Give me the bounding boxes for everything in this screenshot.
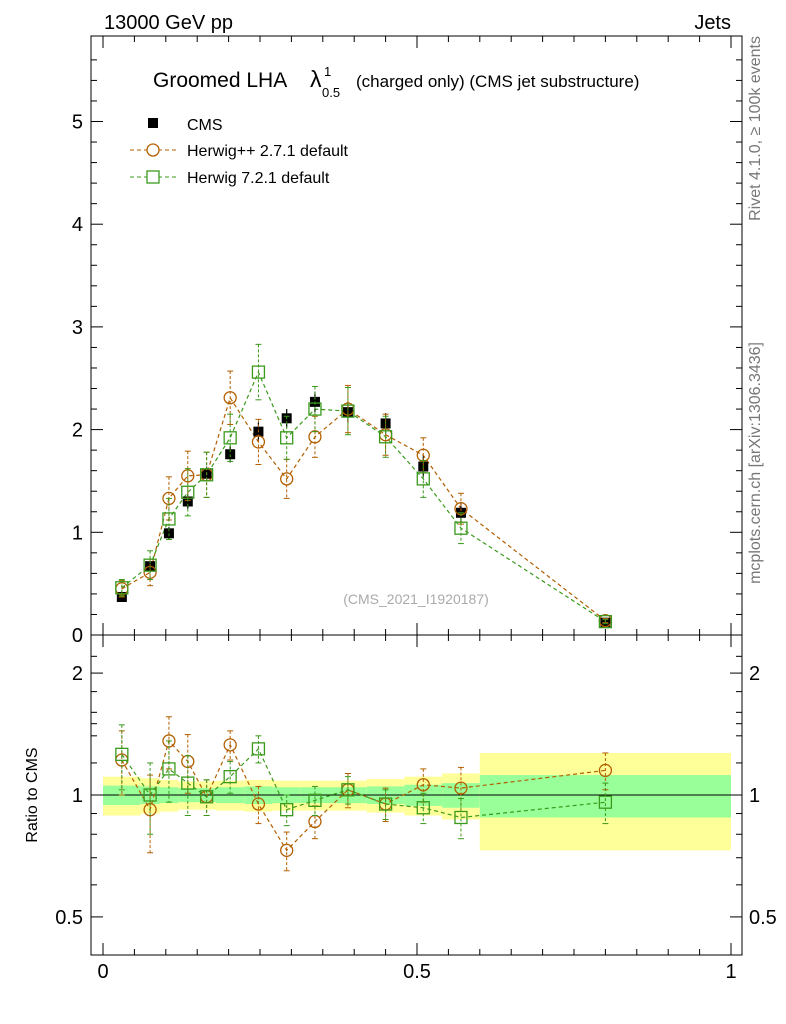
series-line-herwig7	[121, 370, 606, 623]
ratio-herwig7-point	[341, 783, 355, 797]
main-ytick-label: 1	[72, 522, 83, 544]
ratio-herwig7-point	[251, 742, 266, 756]
ratio-herwigpp-point	[416, 778, 430, 792]
xtick-label: 0.5	[403, 961, 431, 983]
main-ytick-label: 2	[72, 420, 83, 442]
ratio-herwig7-point	[280, 803, 294, 817]
herwig7-point	[280, 431, 294, 445]
title-rest: (charged only) (CMS jet substructure)	[356, 72, 639, 91]
main-ytick-label: 0	[72, 625, 83, 647]
legend-label-cms: CMS	[187, 117, 223, 134]
ratio-herwig7-point	[181, 776, 195, 790]
ratio-herwig7-point	[598, 795, 613, 809]
ratio-herwigpp-point	[280, 843, 294, 858]
herwig7-point	[308, 402, 322, 416]
herwigpp-point	[280, 472, 294, 486]
herwig7-point	[416, 472, 430, 486]
ratio-plot-series	[115, 716, 613, 872]
ratio-ytick-label: 0.5	[55, 907, 83, 929]
herwig7-point	[115, 581, 129, 595]
herwig7-point	[162, 512, 176, 526]
ratio-ytick-label: 1	[72, 785, 83, 807]
main-ytick-label: 5	[72, 112, 83, 134]
legend-marker-herwigpp	[146, 143, 160, 157]
series-line-herwigpp	[121, 396, 606, 622]
title-superscript: 1	[324, 64, 331, 79]
legend-marker-cms	[148, 118, 158, 128]
herwig7-point	[598, 614, 613, 629]
ratio-ytick-label: 2	[749, 663, 760, 685]
legend: CMS Herwig++ 2.7.1 default Herwig 7.2.1 …	[130, 117, 349, 187]
rivet-label: Rivet 4.1.0, ≥ 100k events	[747, 36, 764, 221]
header-left: 13000 GeV pp	[104, 12, 233, 34]
herwig7-point	[181, 485, 195, 499]
title-main: Groomed LHA	[153, 69, 287, 92]
title-lambda: λ	[310, 66, 322, 92]
xtick-label: 0	[97, 961, 108, 983]
herwig7-point	[454, 521, 468, 535]
plot-title: Groomed LHA λ 1 0.5 (charged only) (CMS …	[153, 64, 639, 100]
ratio-herwig7-point	[223, 769, 237, 784]
ratio-herwig7-point	[199, 790, 214, 804]
ratio-herwig7-point	[162, 762, 176, 776]
legend-label-herwig7: Herwig 7.2.1 default	[187, 170, 330, 187]
herwigpp-point	[308, 430, 322, 444]
main-ytick-label: 4	[72, 214, 83, 236]
ratio-herwig7-point	[115, 747, 129, 761]
ratio-herwig7-point	[308, 793, 322, 808]
legend-marker-herwig7	[146, 170, 160, 184]
mcplots-label: mcplots.cern.ch [arXiv:1306.3436]	[747, 342, 764, 584]
ratio-ytick-label: 1	[749, 785, 760, 807]
legend-label-herwigpp: Herwig++ 2.7.1 default	[187, 143, 349, 160]
ratio-herwigpp-point	[251, 797, 266, 811]
title-subscript: 0.5	[322, 85, 340, 100]
ratio-herwig7-point	[454, 810, 468, 825]
herwig7-point	[223, 431, 237, 445]
analysis-tag: (CMS_2021_I1920187)	[343, 591, 489, 607]
herwig7-point	[199, 468, 214, 482]
header-right: Jets	[694, 12, 731, 34]
ratio-ytick-label: 0.5	[749, 907, 777, 929]
ratio-ytick-label: 2	[72, 663, 83, 685]
axis-ticks: 0 1 2 3 4 5 0.5 0.5 1 1 2 2 0 0.5 1	[55, 36, 777, 983]
herwig7-point	[378, 430, 393, 444]
ratio-herwigpp-point	[598, 763, 613, 778]
ratio-herwigpp-point	[223, 738, 237, 752]
ratio-ylabel: Ratio to CMS	[24, 747, 41, 842]
herwig7-point	[143, 558, 157, 572]
ratio-herwig7-point	[416, 801, 430, 815]
herwig7-point	[341, 404, 355, 418]
ratio-herwigpp-point	[454, 781, 468, 795]
herwig7-point	[251, 365, 266, 379]
cms-point	[163, 528, 174, 539]
ratio-line-herwigpp	[121, 739, 606, 852]
main-plot-series	[115, 343, 613, 629]
ratio-herwig7-point	[143, 788, 157, 802]
herwigpp-point	[223, 391, 237, 405]
main-ytick-label: 3	[72, 317, 83, 339]
herwigpp-point	[251, 435, 266, 449]
ratio-herwig7-point	[378, 797, 393, 811]
xtick-label: 1	[725, 961, 736, 983]
